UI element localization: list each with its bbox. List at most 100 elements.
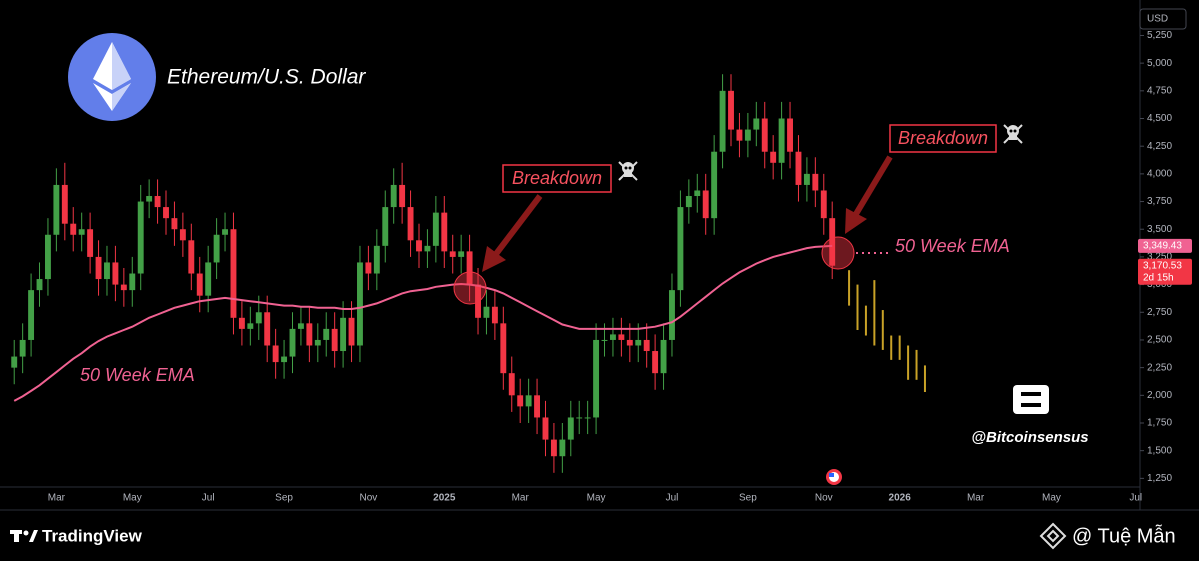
skull-icon xyxy=(618,161,638,181)
candle-body xyxy=(517,395,524,407)
chart-title: Ethereum/U.S. Dollar xyxy=(167,66,366,89)
candle-body xyxy=(778,118,785,163)
x-tick-label: Mar xyxy=(512,493,530,504)
candle-body xyxy=(694,190,701,197)
candle-body xyxy=(196,273,203,296)
x-tick-label: Sep xyxy=(275,493,293,504)
candle-body xyxy=(432,212,439,246)
x-tick-label: Nov xyxy=(359,493,377,504)
x-tick-label: Jul xyxy=(202,493,215,504)
annotation: Breakdown xyxy=(898,128,988,148)
y-tick-label: 2,500 xyxy=(1147,335,1172,346)
candle-body xyxy=(820,190,827,219)
candle-body xyxy=(550,439,557,457)
candle-body xyxy=(407,207,414,241)
price-label: 3,349.43 xyxy=(1143,241,1182,252)
candle-body xyxy=(601,339,608,341)
x-tick-label: 2026 xyxy=(889,493,912,504)
candle-body xyxy=(272,345,279,363)
watermark: @Bitcoinsensus xyxy=(971,429,1088,446)
candle-body xyxy=(829,218,836,266)
candle-body xyxy=(340,317,347,352)
candle-body xyxy=(11,356,18,368)
binance-logo xyxy=(1039,522,1067,550)
plot-area: 1,250 1,500 1,750 2,000 2,250 2,500 2,750 3,000… xyxy=(11,30,1172,504)
candle-body xyxy=(736,129,743,141)
candle-body xyxy=(331,328,338,352)
candle-body xyxy=(609,334,616,340)
y-tick-label: 3,250 xyxy=(1147,252,1172,263)
ema-label: 50 Week EMA xyxy=(895,236,1010,256)
candle-body xyxy=(761,118,768,152)
eth-logo xyxy=(68,33,156,121)
candle-body xyxy=(230,229,237,318)
x-tick-label: Nov xyxy=(815,493,833,504)
price-label-box xyxy=(1138,258,1192,285)
candle-body xyxy=(719,90,726,152)
candle-body xyxy=(441,212,448,252)
x-tick-label: Sep xyxy=(739,493,757,504)
currency-box[interactable] xyxy=(1139,8,1187,30)
candle-body xyxy=(475,284,481,318)
candle-body xyxy=(812,173,819,191)
candle-body xyxy=(525,395,532,407)
candle-body xyxy=(365,262,372,274)
candle-body xyxy=(449,251,456,257)
annotation: Breakdown xyxy=(512,168,602,188)
candle-body xyxy=(19,339,26,357)
brand-logo xyxy=(1013,385,1049,414)
candle-body xyxy=(154,196,161,208)
price-countdown: 2d 15h xyxy=(1143,272,1174,283)
candle-body xyxy=(95,256,102,280)
candle-body xyxy=(373,245,380,274)
skull-icon xyxy=(1003,124,1023,144)
candle-body xyxy=(744,129,751,141)
candle-body xyxy=(787,118,793,152)
candle-body xyxy=(163,207,169,219)
y-tick-label: 4,250 xyxy=(1147,141,1172,152)
y-tick-label: 1,750 xyxy=(1147,418,1172,429)
candle-body xyxy=(795,151,802,185)
y-tick-label: 2,250 xyxy=(1147,362,1172,373)
y-tick-label: 4,750 xyxy=(1147,85,1172,96)
candle-body xyxy=(179,229,186,241)
candle-body xyxy=(542,417,549,440)
candle-body xyxy=(643,339,650,352)
currency[interactable]: USD xyxy=(1147,14,1168,25)
candle-body xyxy=(416,240,422,252)
candle-body xyxy=(534,395,541,418)
candle-body xyxy=(28,290,35,340)
arrow xyxy=(845,155,893,234)
candle-body xyxy=(669,290,675,340)
candle-body xyxy=(323,328,330,340)
x-tick-label: May xyxy=(1042,493,1061,504)
x-tick-label: Mar xyxy=(48,493,66,504)
candle-body xyxy=(357,262,363,346)
y-tick-label: 5,250 xyxy=(1147,30,1172,41)
candle-body xyxy=(626,339,633,346)
candle-body xyxy=(146,196,153,202)
candle-body xyxy=(247,323,254,329)
y-tick-label: 1,250 xyxy=(1147,473,1172,484)
y-tick-label: 3,500 xyxy=(1147,224,1172,235)
candle-body xyxy=(500,323,507,374)
candle-body xyxy=(711,151,718,219)
annotation-box xyxy=(889,124,997,153)
candle-body xyxy=(677,207,684,291)
candle-body xyxy=(424,245,431,252)
candle-body xyxy=(238,317,245,329)
price-label: 3,170.53 xyxy=(1143,260,1182,271)
footer-credit: @ Tuệ Mẫn xyxy=(1072,524,1176,547)
candle-body xyxy=(36,279,43,291)
candle-body xyxy=(635,339,642,346)
candle-body xyxy=(205,262,212,296)
candle-body xyxy=(567,417,574,440)
candle-body xyxy=(129,273,136,291)
flag-icon xyxy=(826,469,842,485)
y-tick-label: 3,000 xyxy=(1147,279,1172,290)
candle-body xyxy=(399,184,406,208)
candle-body xyxy=(803,173,810,185)
candle-body xyxy=(306,323,313,346)
candle-body xyxy=(508,373,515,396)
